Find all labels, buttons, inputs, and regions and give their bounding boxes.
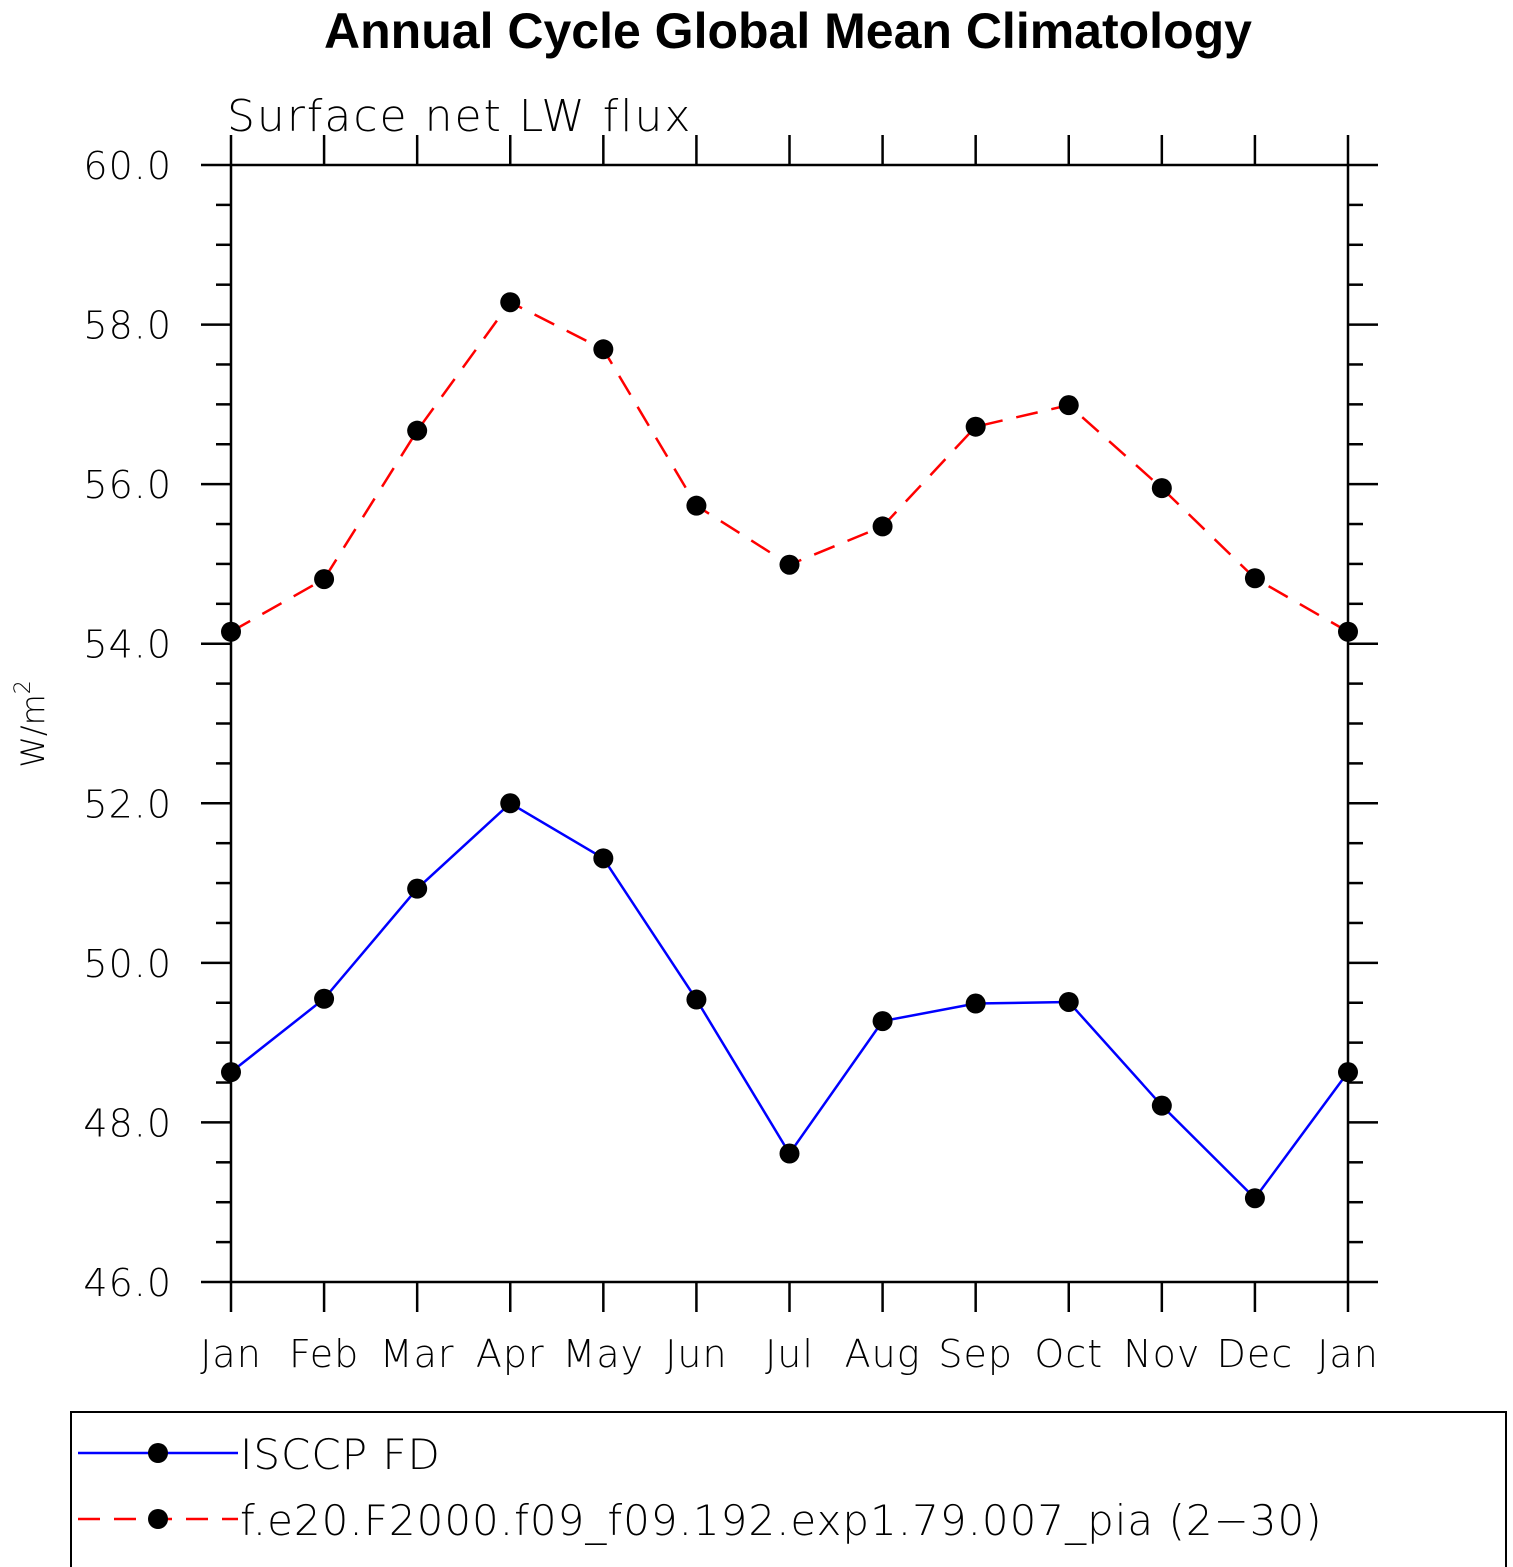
y-axis-label-superscript: 2	[11, 680, 36, 694]
y-tick-label: 46.0	[83, 1261, 172, 1305]
x-tick-label: Mar	[380, 1332, 455, 1376]
x-tick-label: Jan	[1317, 1332, 1379, 1376]
y-tick-label: 48.0	[83, 1101, 172, 1145]
data-point-marker	[965, 416, 986, 437]
series-markers	[221, 292, 1358, 1209]
data-point-marker	[1244, 1188, 1265, 1209]
data-point-marker	[779, 554, 800, 575]
x-tick-label: Jun	[665, 1332, 727, 1376]
x-tick-label: Jan	[200, 1332, 262, 1376]
y-tick-label: 50.0	[83, 942, 172, 986]
data-point-marker	[1338, 621, 1358, 642]
data-point-marker	[314, 569, 335, 590]
data-point-marker	[779, 1143, 800, 1164]
data-point-marker	[593, 848, 614, 869]
series-lines	[230, 300, 1350, 1201]
legend-label-model: f.e20.F2000.f09_f09.192.exp1.79.007_pia …	[240, 1496, 1323, 1545]
legend-box	[70, 1411, 1507, 1567]
chart-subtitle: Surface net LW flux	[227, 91, 692, 142]
data-point-marker	[1058, 991, 1079, 1012]
x-tick-label: Apr	[476, 1332, 545, 1376]
x-tick-label: Aug	[845, 1332, 921, 1376]
x-tick-labels: Jan Feb Mar Apr May Jun Jul Aug Sep Oct Nov Dec Jan	[200, 1332, 1379, 1376]
legend-label-isccp: ISCCP FD	[240, 1430, 441, 1479]
y-axis-label: W/m2	[11, 680, 52, 768]
y-axis-label-text: W/m	[14, 694, 52, 768]
data-point-marker	[686, 495, 707, 516]
plot-frame	[229, 163, 1350, 1284]
x-tick-label: Dec	[1217, 1332, 1294, 1376]
axis-ticks	[201, 135, 1378, 1312]
plot-border	[229, 163, 1350, 1284]
x-tick-label: Nov	[1123, 1332, 1200, 1376]
data-point-marker	[965, 993, 986, 1014]
data-point-marker	[407, 878, 428, 899]
data-point-marker	[872, 516, 893, 537]
x-tick-label: Jul	[765, 1332, 814, 1376]
series-line-1	[230, 300, 1349, 633]
data-point-marker	[872, 1011, 893, 1032]
x-tick-label: Feb	[289, 1332, 359, 1376]
data-point-marker	[686, 989, 707, 1010]
y-tick-label: 56.0	[83, 463, 172, 507]
data-point-marker	[500, 292, 521, 313]
data-point-marker	[1151, 1095, 1172, 1116]
y-tick-labels: 46.0 48.0 50.0 52.0 54.0 56.0 58.0 60.0	[83, 144, 172, 1305]
data-point-marker	[1244, 568, 1265, 589]
legend-marker-isccp	[148, 1443, 168, 1463]
y-tick-label: 52.0	[83, 782, 172, 826]
x-tick-label: Sep	[938, 1332, 1013, 1376]
data-point-marker	[314, 988, 335, 1009]
data-point-marker	[1338, 1062, 1358, 1083]
data-point-marker	[500, 793, 521, 814]
chart-title: Annual Cycle Global Mean Climatology	[324, 3, 1252, 59]
data-point-marker	[221, 1062, 241, 1083]
legend-marker-model	[148, 1509, 168, 1529]
data-point-marker	[593, 339, 614, 360]
y-tick-label: 60.0	[83, 144, 172, 188]
x-tick-label: Oct	[1034, 1332, 1103, 1376]
series-line-0	[230, 801, 1350, 1201]
data-point-marker	[407, 420, 428, 441]
legend: ISCCP FD f.e20.F2000.f09_f09.192.exp1.79…	[70, 1411, 1507, 1567]
y-tick-label: 54.0	[83, 623, 172, 667]
y-tick-label: 58.0	[83, 304, 172, 348]
data-point-marker	[1058, 395, 1079, 416]
data-point-marker	[1151, 478, 1172, 499]
x-tick-label: May	[563, 1332, 645, 1376]
data-point-marker	[221, 621, 241, 642]
